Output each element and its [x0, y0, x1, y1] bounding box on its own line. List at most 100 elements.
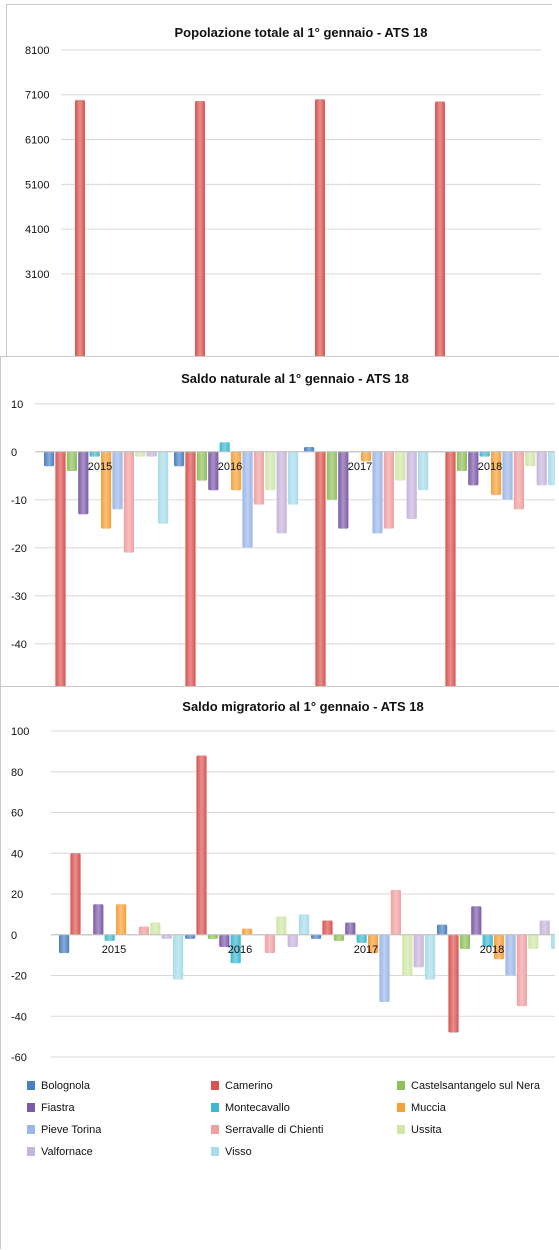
bar-camerino-2: [315, 99, 325, 357]
legend-label-fiastra: Fiastra: [41, 1102, 76, 1114]
population-chart: Popolazione totale al 1° gennaio - ATS 1…: [7, 5, 553, 357]
natural-balance-chart-panel: Saldo naturale al 1° gennaio - ATS 18 -40…: [0, 356, 559, 687]
bar-fiastra-2018: [468, 451, 479, 486]
bar-camerino-2016: [196, 755, 207, 935]
bar-serravalle-di-chienti-2018: [513, 451, 524, 510]
bar-muccia-2018: [491, 451, 502, 495]
bar-castelsantangelo-sul-nera-2017: [326, 451, 337, 500]
bar-camerino-2016: [185, 451, 196, 687]
bar-pieve-torina-2017: [379, 934, 390, 1002]
bar-visso-2015: [158, 451, 169, 524]
bar-fiastra-2016: [219, 934, 230, 947]
legend-label-castelsantangelo-sul-nera: Castelsantangelo sul Nera: [411, 1080, 541, 1092]
bar-fiastra-2017: [345, 922, 356, 935]
bar-serravalle-di-chienti-2015: [138, 926, 149, 935]
category-label: 2016: [228, 944, 252, 956]
bar-montecavallo-2018: [479, 451, 490, 457]
natural-balance-chart: Saldo naturale al 1° gennaio - ATS 18 -40…: [1, 357, 559, 687]
bar-valfornace-2015: [161, 934, 172, 939]
y-tick-label: -10: [11, 495, 27, 507]
legend-swatch-montecavallo: [211, 1103, 219, 1112]
bar-camerino-2015: [70, 853, 81, 935]
category-label: 2015: [102, 944, 126, 956]
legend-label-serravalle-di-chienti: Serravalle di Chienti: [225, 1124, 323, 1136]
y-tick-label: -40: [11, 1011, 27, 1023]
bar-valfornace-2016: [276, 451, 287, 534]
bar-ussita-2018: [528, 934, 539, 950]
y-tick-label: 10: [11, 399, 23, 411]
bar-ussita-2017: [395, 451, 406, 481]
y-tick-label: 20: [11, 889, 23, 901]
bar-muccia-2016: [242, 928, 253, 935]
legend-swatch-bolognola: [27, 1081, 35, 1090]
legend-label-muccia: Muccia: [411, 1102, 447, 1114]
bar-montecavallo-2016: [230, 934, 241, 964]
bar-fiastra-2015: [93, 904, 104, 935]
legend-label-bolognola: Bolognola: [41, 1080, 91, 1092]
y-tick-label: 0: [11, 930, 17, 942]
bar-bolognola-2015: [44, 451, 55, 467]
bar-castelsantangelo-sul-nera-2018: [459, 934, 470, 950]
bar-bolognola-2015: [59, 934, 70, 954]
y-tick-label: -30: [11, 591, 27, 603]
bar-castelsantangelo-sul-nera-2016: [196, 451, 207, 481]
y-tick-label: 7100: [25, 90, 49, 102]
bar-camerino-2018: [448, 934, 459, 1033]
bar-visso-2016: [299, 914, 310, 935]
bar-valfornace-2017: [406, 451, 417, 519]
bar-castelsantangelo-sul-nera-2018: [456, 451, 467, 471]
bar-ussita-2015: [135, 451, 146, 457]
legend-swatch-serravalle-di-chienti: [211, 1125, 219, 1134]
y-tick-label: 60: [11, 808, 23, 820]
bar-pieve-torina-2015: [112, 451, 123, 510]
legend-swatch-ussita: [397, 1125, 405, 1134]
legend-swatch-camerino: [211, 1081, 219, 1090]
bar-bolognola-2016: [185, 934, 196, 939]
bar-camerino-3: [435, 101, 445, 357]
bar-muccia-2018: [494, 934, 505, 960]
population-chart-panel: Popolazione totale al 1° gennaio - ATS 1…: [6, 4, 553, 357]
bar-visso-2018: [551, 934, 555, 950]
legend-swatch-castelsantangelo-sul-nera: [397, 1081, 405, 1090]
bar-montecavallo-2018: [482, 934, 493, 947]
y-tick-label: -20: [11, 971, 27, 983]
bar-fiastra-2016: [208, 451, 219, 491]
bar-ussita-2016: [276, 916, 287, 935]
category-label: 2017: [348, 461, 372, 473]
y-tick-label: -60: [11, 1052, 27, 1064]
bar-serravalle-di-chienti-2017: [383, 451, 394, 529]
y-tick-label: 0: [11, 447, 17, 459]
category-label: 2018: [480, 944, 504, 956]
bar-muccia-2017: [368, 934, 379, 954]
bar-pieve-torina-2018: [505, 934, 516, 976]
bar-pieve-torina-2018: [502, 451, 513, 500]
category-label: 2018: [478, 461, 502, 473]
legend-label-visso: Visso: [225, 1146, 252, 1158]
bar-ussita-2015: [150, 922, 161, 935]
legend-swatch-visso: [211, 1147, 219, 1156]
category-label: 2016: [218, 461, 242, 473]
bar-bolognola-2017: [311, 934, 322, 939]
y-tick-label: 40: [11, 848, 23, 860]
bar-visso-2017: [418, 451, 429, 491]
bar-fiastra-2017: [338, 451, 349, 529]
migration-balance-chart-panel: Saldo migratorio al 1° gennaio - ATS 18 -…: [0, 686, 559, 1250]
legend-swatch-fiastra: [27, 1103, 35, 1112]
bar-visso-2016: [288, 451, 299, 505]
bar-pieve-torina-2016: [242, 451, 253, 548]
y-tick-label: 100: [11, 726, 29, 738]
bar-serravalle-di-chienti-2015: [123, 451, 134, 553]
legend-label-ussita: Ussita: [411, 1124, 442, 1136]
legend-swatch-pieve-torina: [27, 1125, 35, 1134]
bar-serravalle-di-chienti-2016: [264, 934, 275, 954]
bar-camerino-0: [75, 100, 85, 357]
legend-label-camerino: Camerino: [225, 1080, 273, 1092]
bar-montecavallo-2017: [356, 934, 367, 943]
legend-label-valfornace: Valfornace: [41, 1146, 93, 1158]
bar-bolognola-2016: [174, 451, 185, 467]
y-tick-label: 5100: [25, 179, 49, 191]
category-label: 2015: [88, 461, 112, 473]
legend-swatch-valfornace: [27, 1147, 35, 1156]
bar-castelsantangelo-sul-nera-2015: [66, 451, 77, 471]
chart-title: Popolazione totale al 1° gennaio - ATS 1…: [175, 25, 428, 40]
